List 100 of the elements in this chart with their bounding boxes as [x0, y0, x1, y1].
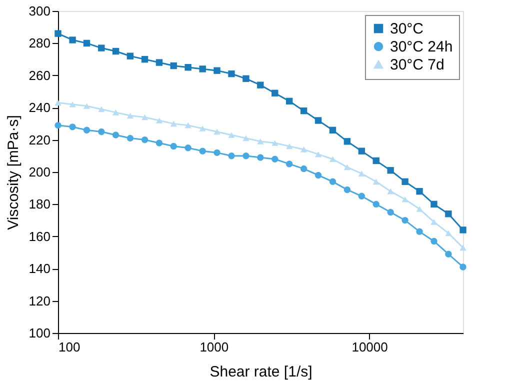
point [402, 178, 408, 186]
y-tick-label: 200 [28, 164, 50, 180]
point [242, 152, 250, 160]
y-tick-label: 220 [28, 132, 50, 148]
point [358, 170, 366, 177]
point [112, 132, 120, 138]
point [228, 70, 235, 78]
y-tick-label: 300 [28, 4, 50, 18]
point [460, 264, 466, 270]
point [214, 128, 220, 135]
point [242, 75, 250, 82]
point [329, 156, 336, 162]
point [314, 172, 322, 179]
point [170, 62, 177, 70]
point [430, 200, 438, 208]
y-tick-label: 260 [28, 68, 50, 83]
point [272, 156, 278, 162]
x-tick-label: 1000 [200, 340, 229, 354]
point [257, 82, 264, 88]
point [54, 122, 62, 129]
point [372, 200, 380, 208]
point [344, 186, 351, 194]
point [272, 140, 278, 146]
x-axis-title: Shear rate [1/s] [210, 364, 312, 380]
point [112, 48, 120, 55]
point [257, 154, 264, 161]
point [126, 134, 134, 142]
point [416, 206, 423, 212]
legend-label: 30°C 7d [390, 56, 444, 74]
y-tick-label: 240 [28, 100, 50, 116]
legend-label: 30°C [390, 20, 424, 38]
point [69, 124, 76, 130]
point [445, 250, 452, 258]
point [460, 226, 466, 234]
point [83, 103, 90, 109]
legend-label: 30°C 24h [390, 38, 453, 56]
point [156, 140, 163, 146]
point [329, 178, 336, 186]
point [445, 230, 452, 236]
y-tick-label: 180 [28, 196, 50, 212]
point [112, 110, 120, 116]
point [402, 196, 408, 202]
point [344, 164, 351, 170]
point [358, 192, 366, 200]
point [170, 142, 177, 150]
y-axis-title: Viscosity [mPa·s] [4, 115, 22, 230]
point [141, 56, 148, 63]
point [98, 128, 105, 136]
point [242, 135, 250, 142]
point [214, 67, 220, 74]
point [358, 148, 366, 154]
point [98, 106, 105, 112]
y-tick-label: 100 [28, 326, 50, 340]
x-tick-label: 100 [58, 340, 80, 354]
point [199, 66, 206, 72]
point [184, 144, 192, 152]
point [286, 143, 293, 150]
point [156, 59, 163, 66]
point [329, 126, 336, 134]
point [141, 136, 148, 144]
point [54, 30, 62, 37]
y-tick-label: 120 [28, 293, 50, 308]
point [228, 132, 235, 138]
point [83, 40, 90, 47]
point [286, 98, 293, 105]
point [184, 64, 192, 71]
point [387, 167, 394, 174]
point [69, 101, 76, 108]
point [416, 228, 423, 235]
point [416, 188, 423, 195]
point [402, 216, 408, 224]
point [300, 107, 308, 114]
point [257, 138, 264, 144]
point [314, 151, 322, 158]
point [430, 238, 438, 245]
point [430, 219, 438, 225]
point [98, 44, 105, 52]
point [126, 112, 134, 119]
y-tick-label: 140 [28, 261, 50, 276]
point [387, 188, 394, 194]
point [199, 126, 206, 132]
point [286, 160, 293, 168]
point [372, 157, 380, 164]
x-tick-label: 10000 [352, 340, 388, 354]
point [460, 244, 466, 251]
point [272, 90, 278, 96]
point [300, 165, 308, 172]
point [228, 152, 235, 160]
point [141, 114, 148, 120]
point [314, 117, 322, 124]
point [214, 149, 220, 156]
point [184, 122, 192, 128]
y-tick-label: 280 [28, 36, 50, 51]
y-tick-label: 160 [28, 228, 50, 244]
point [300, 146, 308, 152]
point [83, 126, 90, 134]
point [126, 52, 134, 60]
point [445, 210, 452, 218]
point [372, 178, 380, 185]
point [170, 120, 177, 127]
